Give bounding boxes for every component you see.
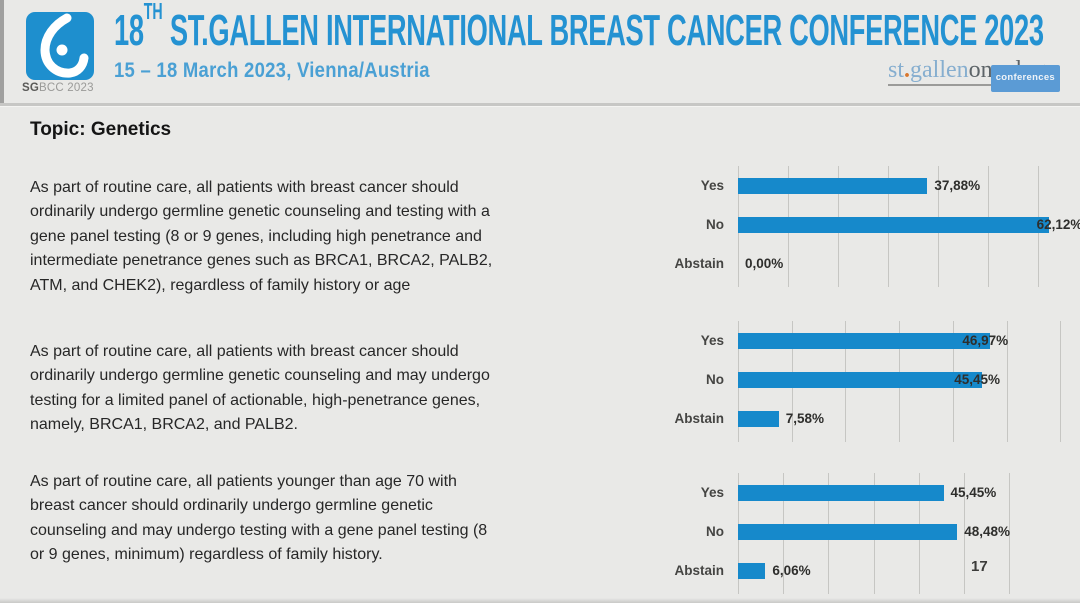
bar-yes bbox=[738, 484, 944, 501]
sgbcc-caption-bold: SG bbox=[22, 82, 40, 94]
title-ordinal: TH bbox=[143, 0, 163, 25]
value-label: 62,12% bbox=[1036, 217, 1080, 232]
chart-rows: Yes 37,88% No 62,12% Abstain 0,00% bbox=[640, 166, 1080, 283]
value-label: 37,88% bbox=[934, 178, 981, 193]
title-number: 18 bbox=[114, 6, 144, 55]
category-label-abstain: Abstain bbox=[674, 256, 724, 271]
category-label-yes: Yes bbox=[700, 333, 724, 348]
bar-yes bbox=[738, 177, 928, 194]
topic-title: Topic: Genetics bbox=[30, 119, 172, 140]
bar-no bbox=[738, 371, 983, 388]
chart-row: No 48,48% bbox=[640, 512, 1012, 551]
stgallen-oncology-logo: st.gallenoncologyconferences bbox=[888, 57, 1060, 92]
sgbcc-caption: SGBCC 2023 bbox=[22, 82, 132, 94]
category-label-abstain: Abstain bbox=[674, 563, 724, 578]
sgbcc-caption-rest: BCC 2023 bbox=[39, 82, 94, 94]
vote-chart-1: Yes 37,88% No 62,12% Abstain 0,00% bbox=[640, 166, 1080, 287]
statement-3: As part of routine care, all patients yo… bbox=[30, 473, 488, 564]
category-label-yes: Yes bbox=[700, 485, 724, 500]
chart-rows: Yes 46,97% No 45,45% Abstain 7,58% bbox=[640, 321, 1062, 438]
brand-st: st bbox=[888, 57, 905, 83]
gridline bbox=[1060, 321, 1062, 442]
chart-row: No 62,12% bbox=[640, 205, 1080, 244]
category-label-yes: Yes bbox=[700, 178, 724, 193]
category-label-abstain: Abstain bbox=[674, 411, 724, 426]
gridline bbox=[964, 473, 966, 594]
chart-row: Abstain 0,00% bbox=[640, 244, 1080, 283]
value-label: 46,97% bbox=[962, 333, 1009, 348]
bar-track: 7,58% bbox=[738, 410, 1062, 427]
brand-gallen: gallen bbox=[910, 57, 969, 83]
category-label-no: No bbox=[706, 372, 724, 387]
sgbcc-breast-icon bbox=[26, 12, 94, 80]
chart-row: Yes 45,45% bbox=[640, 473, 1012, 512]
chart-rows: Yes 45,45% No 48,48% Abstain 6,06% bbox=[640, 473, 1012, 590]
conference-title: 18TH ST.GALLEN INTERNATIONAL BREAST CANC… bbox=[114, 0, 1044, 56]
header-divider bbox=[0, 103, 1080, 106]
vote-chart-3: Yes 45,45% No 48,48% Abstain 6,06% bbox=[640, 473, 1012, 594]
category-label-no: No bbox=[706, 524, 724, 539]
gridline bbox=[1009, 473, 1011, 594]
bar-no bbox=[738, 216, 1049, 233]
value-label: 7,58% bbox=[785, 411, 824, 426]
bar-track: 48,48% bbox=[738, 523, 1012, 540]
bar-track: 62,12% bbox=[738, 216, 1080, 233]
bar-yes bbox=[738, 332, 991, 349]
statement-1: As part of routine care, all patients wi… bbox=[30, 179, 493, 294]
category-label-no: No bbox=[706, 217, 724, 232]
chart-row: Yes 37,88% bbox=[640, 166, 1080, 205]
title-text: ST.GALLEN INTERNATIONAL BREAST CANCER CO… bbox=[162, 6, 1044, 55]
value-label: 48,48% bbox=[964, 524, 1010, 539]
bar-track: 46,97% bbox=[738, 332, 1062, 349]
value-label: 45,45% bbox=[954, 372, 1000, 387]
brand-dot: . bbox=[904, 57, 911, 83]
statement-2: As part of routine care, all patients wi… bbox=[30, 343, 490, 434]
value-label: 6,06% bbox=[772, 563, 811, 578]
chart-row: Abstain 7,58% bbox=[640, 399, 1062, 438]
chart-row: Yes 46,97% bbox=[640, 321, 1062, 360]
value-label: 0,00% bbox=[745, 256, 784, 271]
page-number: 17 bbox=[971, 558, 988, 575]
vote-chart-2: Yes 46,97% No 45,45% Abstain 7,58% bbox=[640, 321, 1062, 442]
bar-track: 37,88% bbox=[738, 177, 1080, 194]
bar-abstain bbox=[738, 410, 779, 427]
conference-date: 15 – 18 March 2023, Vienna/Austria bbox=[114, 59, 430, 82]
video-edge-artifact bbox=[0, 598, 1080, 603]
conferences-badge: conferences bbox=[990, 65, 1060, 92]
bar-track: 45,45% bbox=[738, 484, 1012, 501]
sgbcc-logo bbox=[26, 12, 94, 80]
bar-track: 6,06% bbox=[738, 562, 1012, 579]
bar-no bbox=[738, 523, 958, 540]
chart-row: Abstain 6,06% bbox=[640, 551, 1012, 590]
gridline bbox=[1006, 321, 1008, 442]
bar-track: 0,00% bbox=[738, 256, 1080, 272]
value-label: 45,45% bbox=[950, 485, 997, 500]
video-edge-artifact bbox=[0, 0, 4, 106]
chart-row: No 45,45% bbox=[640, 360, 1062, 399]
bar-abstain bbox=[738, 562, 766, 579]
bar-track: 45,45% bbox=[738, 371, 1062, 388]
